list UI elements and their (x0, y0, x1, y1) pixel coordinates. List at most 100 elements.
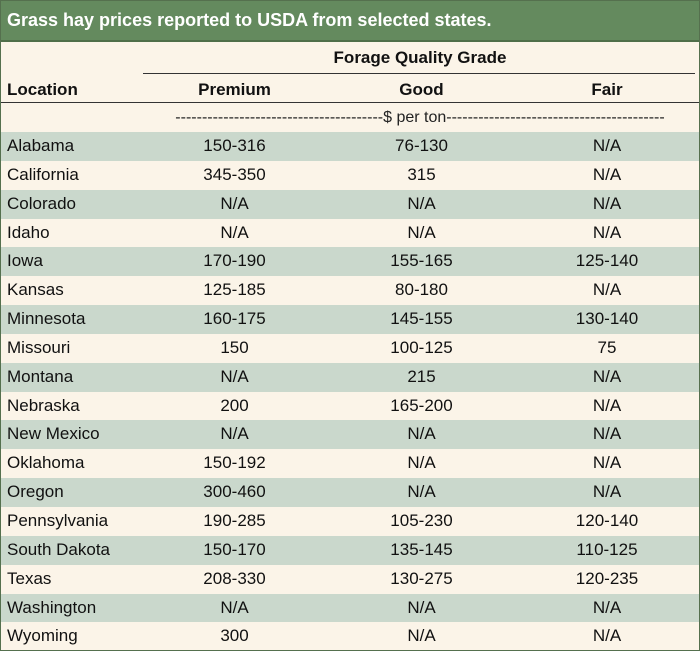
cell-good: 100-125 (390, 337, 453, 357)
cell-premium: N/A (220, 597, 249, 617)
cell-good: 165-200 (390, 395, 453, 415)
cell-premium: 200 (220, 395, 249, 415)
cell-fair: N/A (592, 222, 622, 242)
cell-location: Idaho (7, 222, 50, 242)
cell-location: Washington (7, 597, 97, 617)
table-row: Iowa 170-190 155-165 125-140 (1, 247, 699, 277)
cell-premium: 160-175 (203, 309, 266, 329)
table-row: Pennsylvania 190-285 105-230 120-140 (1, 507, 699, 536)
cell-fair: N/A (592, 280, 622, 300)
cell-location: Alabama (7, 136, 75, 155)
cell-location: Pennsylvania (7, 510, 109, 530)
cell-good: N/A (407, 222, 436, 242)
cell-fair: N/A (592, 453, 622, 473)
table-row: South Dakota 150-170 135-145 110-125 (1, 535, 699, 565)
table-row: Nebraska 200 165-200 N/A (1, 392, 699, 421)
table-row: Alabama 150-316 76-130 N/A (1, 132, 699, 161)
cell-location: New Mexico (7, 424, 100, 444)
table-row: Kansas 125-185 80-180 N/A (1, 276, 699, 305)
unit-label: ---------------------------------------$… (175, 109, 665, 126)
grade-heading-rule (143, 73, 695, 74)
table-row: California 345-350 315 N/A (1, 161, 699, 190)
cell-location: Missouri (7, 337, 71, 357)
column-header-premium: Premium (198, 80, 271, 99)
cell-good: N/A (407, 424, 436, 444)
cell-fair: N/A (592, 136, 622, 155)
cell-location: Colorado (7, 193, 76, 213)
cell-fair: N/A (592, 597, 622, 617)
cell-premium: 208-330 (203, 568, 266, 588)
cell-premium: 170-190 (203, 251, 266, 271)
table-row: Texas 208-330 130-275 120-235 (1, 565, 699, 594)
table-row: Wyoming 300 N/A N/A (1, 622, 699, 651)
cell-fair: N/A (592, 424, 622, 444)
cell-premium: 150-192 (203, 453, 266, 473)
cell-good: 155-165 (390, 251, 453, 271)
cell-location: Wyoming (7, 626, 78, 646)
cell-premium: N/A (220, 193, 249, 213)
table-row: Minnesota 160-175 145-155 130-140 (1, 305, 699, 334)
table-title: Grass hay prices reported to USDA from s… (1, 1, 699, 42)
cell-premium: 150-316 (203, 136, 266, 155)
table-row: Missouri 150 100-125 75 (1, 334, 699, 363)
forage-quality-grade-heading: Forage Quality Grade (333, 48, 507, 67)
cell-fair: N/A (592, 164, 622, 184)
cell-good: 145-155 (390, 309, 453, 329)
cell-good: 215 (407, 366, 436, 386)
cell-location: Oklahoma (7, 453, 85, 473)
cell-premium: 300-460 (203, 482, 266, 502)
cell-fair: N/A (592, 395, 622, 415)
cell-premium: 150-170 (203, 539, 266, 559)
cell-location: California (7, 164, 79, 184)
cell-location: Iowa (7, 251, 43, 271)
cell-good: N/A (407, 482, 436, 502)
cell-location: Texas (7, 568, 52, 588)
table-row: Idaho N/A N/A N/A (1, 219, 699, 248)
table-row: Oregon 300-460 N/A N/A (1, 478, 699, 507)
cell-good: 135-145 (390, 539, 453, 559)
cell-location: Oregon (7, 482, 64, 502)
table-row: New Mexico N/A N/A N/A (1, 420, 699, 450)
cell-location: Nebraska (7, 395, 80, 415)
cell-fair: N/A (592, 482, 622, 502)
table-row: Washington N/A N/A N/A (1, 593, 699, 623)
cell-good: 80-180 (395, 280, 448, 300)
cell-fair: N/A (592, 193, 622, 213)
table-row: Montana N/A 215 N/A (1, 362, 699, 392)
table-row: Colorado N/A N/A N/A (1, 189, 699, 219)
cell-fair: N/A (592, 626, 622, 646)
cell-premium: N/A (220, 222, 249, 242)
cell-location: South Dakota (7, 539, 111, 559)
cell-good: 105-230 (390, 510, 453, 530)
cell-premium: N/A (220, 366, 249, 386)
cell-premium: 190-285 (203, 510, 266, 530)
cell-premium: 150 (220, 337, 249, 357)
cell-fair: 120-235 (575, 568, 639, 588)
column-header-good: Good (399, 80, 444, 99)
cell-good: N/A (407, 626, 436, 646)
cell-good: 130-275 (390, 568, 453, 588)
cell-good: 76-130 (395, 136, 448, 155)
cell-premium: 345-350 (203, 164, 266, 184)
column-header-fair: Fair (591, 80, 623, 99)
cell-location: Kansas (7, 280, 64, 300)
cell-premium: 300 (220, 626, 249, 646)
table-body: Alabama 150-316 76-130 N/A California 345-350… (1, 132, 699, 651)
unit-row: ---------------------------------------$… (1, 104, 699, 132)
cell-location: Minnesota (7, 309, 86, 329)
column-header-location: Location (7, 80, 78, 99)
cell-fair: N/A (592, 366, 622, 386)
cell-premium: N/A (220, 424, 249, 444)
cell-location: Montana (7, 366, 74, 386)
table-header: Forage Quality Grade Location Premium Go… (1, 42, 699, 104)
cell-fair: 75 (597, 337, 617, 357)
cell-fair: 120-140 (575, 510, 639, 530)
cell-good: 315 (407, 164, 436, 184)
cell-fair: 110-125 (576, 539, 638, 559)
cell-good: N/A (407, 453, 436, 473)
table-row: Oklahoma 150-192 N/A N/A (1, 449, 699, 478)
cell-fair: 125-140 (575, 251, 639, 271)
cell-premium: 125-185 (203, 280, 266, 300)
cell-good: N/A (407, 597, 436, 617)
